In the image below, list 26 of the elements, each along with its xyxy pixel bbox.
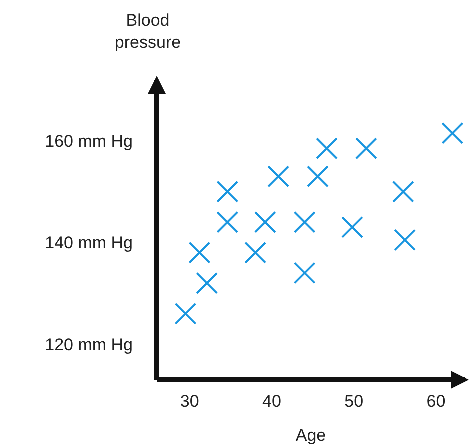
y-tick-label: 120 mm Hg <box>45 335 133 354</box>
point <box>306 166 329 188</box>
point <box>341 216 364 238</box>
point <box>268 166 290 188</box>
y-axis-title: Blood pressure <box>114 11 182 52</box>
y-tick-label: 160 mm Hg <box>45 132 133 151</box>
point <box>355 138 378 160</box>
x-tick-label: 30 <box>180 392 200 411</box>
x-tick-label: 50 <box>344 392 364 411</box>
point <box>442 122 464 144</box>
point <box>392 180 414 203</box>
y-tick-label: 140 mm Hg <box>45 234 133 253</box>
point <box>294 211 316 234</box>
point <box>174 302 197 325</box>
point <box>294 262 316 284</box>
point <box>394 229 416 252</box>
point <box>244 242 267 264</box>
point <box>196 272 218 294</box>
point <box>216 211 239 234</box>
point <box>216 180 239 203</box>
point <box>316 138 338 160</box>
point <box>254 211 276 234</box>
point <box>188 242 211 264</box>
x-axis-title: Age <box>296 426 326 445</box>
x-tick-label: 40 <box>262 392 282 411</box>
x-tick-label: 60 <box>426 392 446 411</box>
